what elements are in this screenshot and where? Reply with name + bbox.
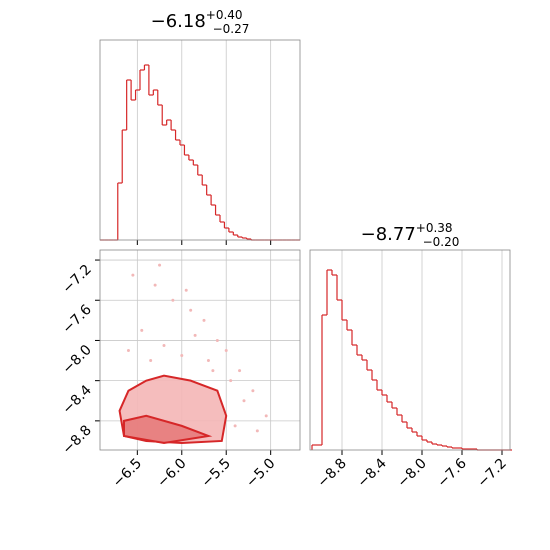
sample-point <box>162 343 166 347</box>
y-tick-label: −7.6 <box>59 302 94 337</box>
panel-frame <box>99 39 301 241</box>
sample-point <box>233 424 237 428</box>
title-upper: +0.38 <box>416 221 453 235</box>
sample-point <box>193 333 197 337</box>
title: −6.18+0.40 −0.27 <box>151 8 250 36</box>
x-tick-label: −8.0 <box>394 456 429 491</box>
y-tick-label: −8.8 <box>59 422 94 457</box>
title-lower: −0.20 <box>423 235 460 249</box>
sample-point <box>153 283 157 287</box>
sample-point <box>251 389 255 393</box>
sample-point <box>171 298 175 302</box>
x-tick-label: −6.5 <box>110 456 145 491</box>
title-lower: −0.27 <box>213 22 250 36</box>
sample-point <box>184 288 188 292</box>
x-tick-label: −8.8 <box>314 456 349 491</box>
x-tick-label: −8.4 <box>354 455 389 490</box>
sample-point <box>242 399 246 403</box>
x-tick-label: −5.0 <box>243 456 278 491</box>
sample-point <box>180 354 184 358</box>
sample-point <box>131 273 135 277</box>
y-tick-label: −8.0 <box>59 342 94 377</box>
title-upper: +0.40 <box>206 8 243 22</box>
sample-point <box>264 414 268 418</box>
panel-frame <box>309 249 511 451</box>
y-tick-label: −8.4 <box>59 382 94 417</box>
contour <box>123 414 213 444</box>
title-value: −8.77 <box>361 224 416 245</box>
y-tick-label: −7.2 <box>59 262 94 297</box>
panel-frame <box>99 249 301 451</box>
sample-point <box>158 263 162 267</box>
x-tick-label: −7.6 <box>434 455 469 490</box>
sample-point <box>149 359 153 363</box>
x-tick-label: −5.5 <box>199 456 234 491</box>
sample-point <box>189 308 193 312</box>
sample-point <box>126 349 130 353</box>
x-tick-label: −6.0 <box>154 456 189 491</box>
sample-point <box>255 429 259 433</box>
title-value: −6.18 <box>151 11 206 32</box>
sample-point <box>140 328 144 332</box>
sample-point <box>224 349 228 353</box>
sample-point <box>229 379 233 383</box>
sample-point <box>215 338 219 342</box>
x-tick-label: −7.2 <box>474 456 509 491</box>
sample-point <box>202 318 206 322</box>
title: −8.77+0.38 −0.20 <box>361 221 460 249</box>
sample-point <box>211 369 215 373</box>
sample-point <box>238 369 242 373</box>
sample-point <box>206 359 210 363</box>
